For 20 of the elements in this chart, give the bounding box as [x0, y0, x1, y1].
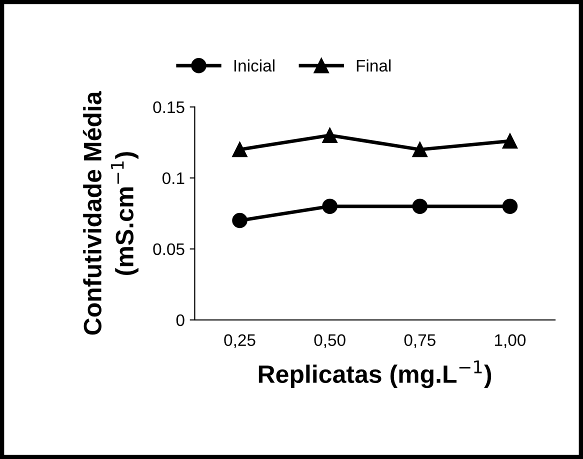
point: [322, 198, 338, 214]
x-tick-label: 1,00: [495, 334, 526, 348]
legend-label: Final: [356, 59, 391, 72]
legend-label: Inicial: [234, 59, 274, 72]
point: [232, 142, 248, 158]
point: [502, 133, 518, 149]
x-tick-label: 0,50: [314, 334, 346, 348]
y-tick-label: 0.1: [162, 172, 184, 184]
x-tick-label: 0,75: [404, 334, 436, 348]
y-axis-title: Confutividade Média (mS.cm$^{−1}$): [82, 91, 138, 335]
x-tick-label: 0,25: [224, 334, 256, 348]
point: [232, 212, 248, 228]
point: [412, 142, 428, 158]
y-tick-label: 0.15: [153, 101, 184, 114]
y-tick-label: 0.05: [153, 243, 184, 256]
y-tick-label: 0: [176, 314, 184, 326]
point: [502, 198, 518, 214]
x-axis-title: Replicatas (mg.L$^{−1}$): [258, 360, 492, 388]
point: [322, 128, 338, 143]
point: [412, 198, 428, 214]
